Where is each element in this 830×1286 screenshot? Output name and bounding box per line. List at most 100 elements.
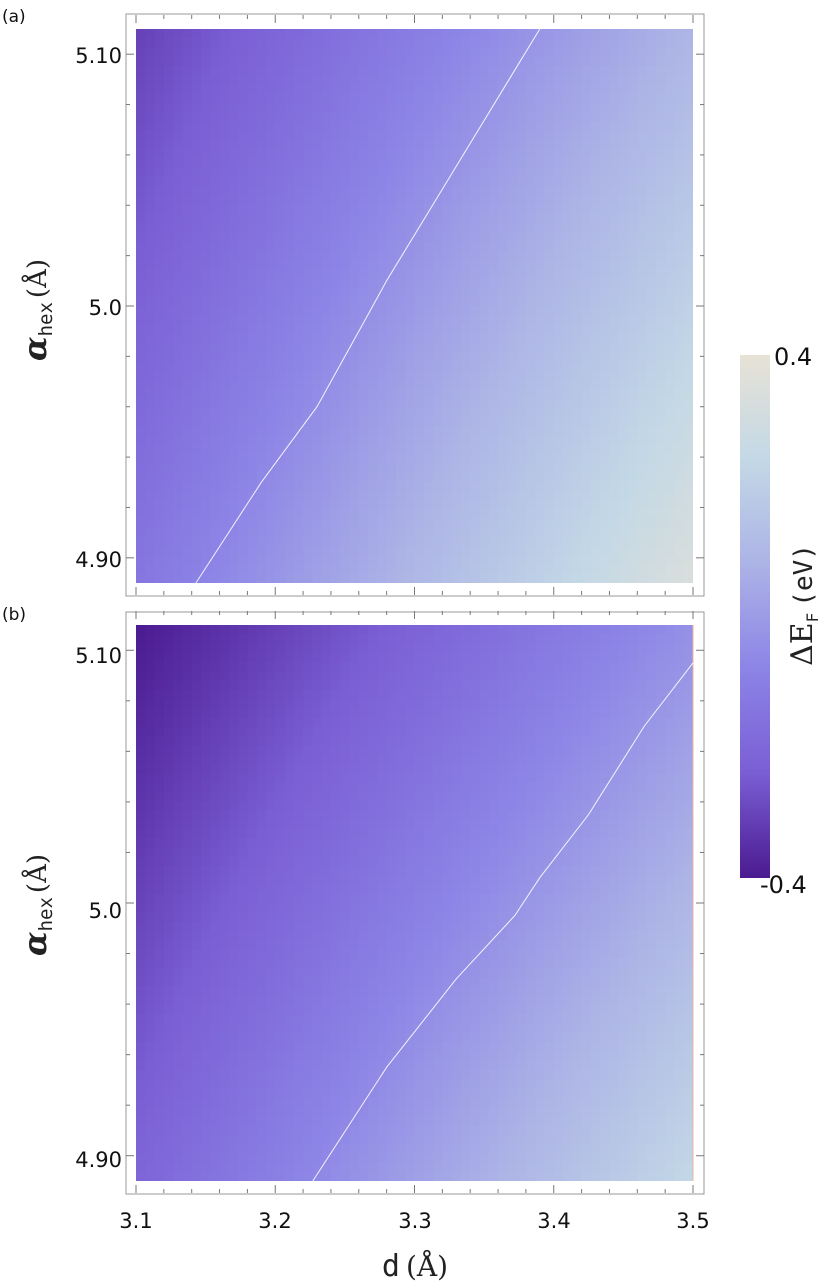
heatmap-cell [293,1042,304,1052]
heatmap-cell [321,93,332,104]
heatmap-cell [284,680,295,691]
heatmap-cell [646,509,657,519]
heatmap-cell [414,509,425,519]
heatmap-cell [321,717,332,728]
heatmap-cell [330,527,341,538]
heatmap-cell [136,958,146,969]
heatmap-cell [479,527,490,538]
heatmap-cell [163,625,174,635]
heatmap-cell [655,518,666,529]
heatmap-cell [293,1116,304,1126]
heatmap-cell [210,764,221,774]
heatmap-cell [265,527,276,538]
heatmap-cell [247,736,258,747]
heatmap-cell [544,546,555,556]
heatmap-cell [247,708,258,719]
heatmap-cell [136,1125,146,1136]
heatmap-cell [377,139,388,150]
heatmap-cell [173,1171,184,1181]
heatmap-cell [284,1116,295,1126]
heatmap-cell [303,856,313,867]
heatmap-cell [470,370,481,381]
heatmap-cell [683,195,693,206]
heatmap-cell [247,176,258,187]
heatmap-cell [200,185,211,196]
heatmap-cell [637,65,648,76]
heatmap-cell [182,754,193,765]
heatmap-cell [265,296,276,307]
heatmap-cell [145,819,156,830]
heatmap-cell [358,112,369,122]
heatmap-cell [312,213,323,224]
heatmap-cell [535,296,546,307]
heatmap-cell [238,1079,248,1089]
heatmap-cell [498,536,508,547]
heatmap-cell [284,1060,295,1071]
heatmap-cell [405,536,416,547]
heatmap-cell [228,296,239,307]
heatmap-cell [674,102,685,113]
heatmap-cell [460,47,471,58]
heatmap-cell [646,176,657,187]
heatmap-cell [572,481,583,492]
heatmap-cell [145,856,156,867]
heatmap-cell [330,1079,341,1089]
heatmap-cell [173,791,184,802]
heatmap-cell [238,527,248,538]
heatmap-cell [488,499,499,510]
heatmap-cell [423,222,434,233]
heatmap-cell [368,444,378,455]
heatmap-cell [303,1079,313,1089]
heatmap-cell [145,490,156,501]
heatmap-cell [145,810,156,821]
heatmap-cell [340,634,351,645]
heatmap-cell [600,361,611,372]
heatmap-cell [442,269,453,279]
heatmap-cell [265,671,276,682]
heatmap-cell [275,204,286,215]
heatmap-cell [173,838,184,848]
heatmap-cell [284,791,295,802]
heatmap-cell [293,1143,304,1154]
heatmap-cell [395,315,406,326]
heatmap-cell [646,112,657,122]
heatmap-cell [210,352,221,362]
heatmap-cell [655,379,666,390]
heatmap-cell [330,940,341,950]
heatmap-cell [136,995,146,1006]
heatmap-cell [312,573,323,583]
heatmap-cell [637,352,648,362]
heatmap-cell [145,379,156,390]
heatmap-cell [609,435,620,446]
heatmap-cell [535,342,546,353]
heatmap-cell [544,342,555,353]
heatmap-cell [219,204,230,215]
heatmap-cell [163,259,174,270]
heatmap-cell [210,708,221,719]
heatmap-cell [284,278,295,289]
heatmap-cell [247,893,258,904]
heatmap-cell [637,518,648,529]
heatmap-cell [210,472,221,483]
heatmap-cell [191,671,202,682]
heatmap-cell [433,232,443,242]
heatmap-cell [284,398,295,409]
heatmap-cell [145,296,156,307]
heatmap-cell [136,112,146,122]
heatmap-cell [265,555,276,566]
heatmap-cell [553,509,564,519]
heatmap-cell [423,389,434,399]
heatmap-cell [414,65,425,76]
heatmap-cell [136,546,146,556]
heatmap-cell [460,509,471,519]
heatmap-cell [368,29,378,39]
heatmap-cell [256,921,267,932]
heatmap-cell [154,782,165,793]
heatmap-cell [665,352,676,362]
heatmap-cell [321,472,332,483]
heatmap-cell [451,296,462,307]
heatmap-cell [210,1116,221,1126]
heatmap-cell [154,546,165,556]
heatmap-cell [247,518,258,529]
heatmap-cell [312,56,323,67]
